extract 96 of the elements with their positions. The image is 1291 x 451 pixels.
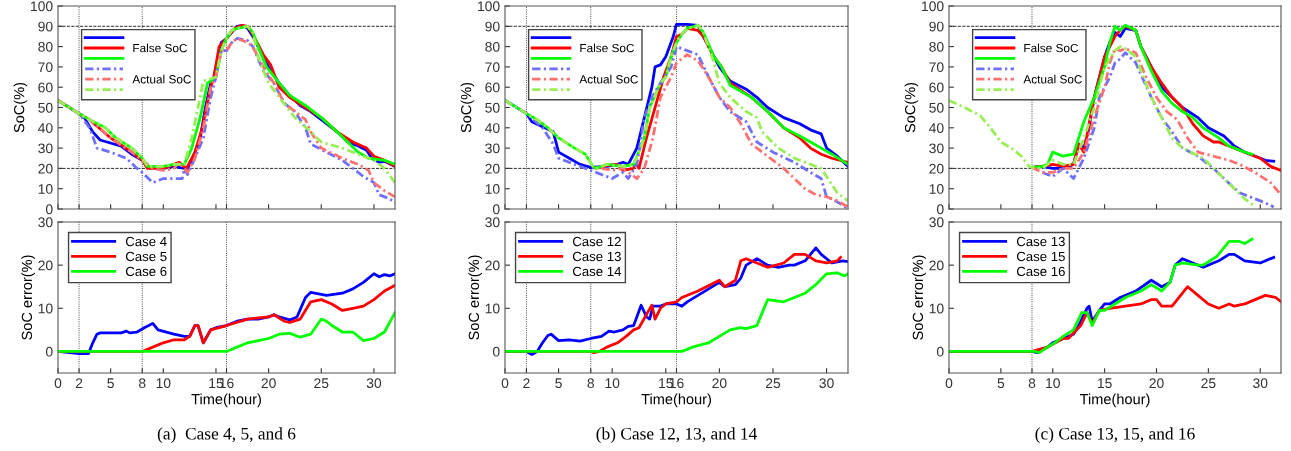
y-tick-label: 0 xyxy=(492,204,500,215)
y-axis-title: SoC(%) xyxy=(13,82,28,133)
y-tick-label: 60 xyxy=(929,82,944,93)
x-tick-label: 30 xyxy=(366,378,382,389)
x-tick-label: 2 xyxy=(523,378,530,388)
y-tick-label: 0 xyxy=(45,204,53,215)
legend-label: Case 13 xyxy=(572,251,621,262)
y-tick-label: 20 xyxy=(38,163,53,174)
y-tick-label: 80 xyxy=(38,41,53,52)
legend-label: Actual SoC xyxy=(1023,74,1082,84)
legend-label: Case 16 xyxy=(1016,266,1065,277)
y-tick-label: 20 xyxy=(929,163,944,174)
y-tick-label: 30 xyxy=(38,217,53,228)
y-tick-label: 10 xyxy=(38,303,53,314)
x-tick-label: 5 xyxy=(107,378,114,389)
y-tick-label: 0 xyxy=(936,346,944,357)
y-tick-label: 20 xyxy=(485,260,500,271)
y-tick-label: 80 xyxy=(485,41,500,52)
x-tick-label: 8 xyxy=(138,378,146,389)
text: (c) Case 13, 15, and 16 xyxy=(1035,427,1195,444)
legend-label: Actual SoC xyxy=(579,74,638,84)
legend-label: Case 13 xyxy=(1016,236,1065,247)
y-tick-label: 10 xyxy=(485,184,500,194)
legend-label: Case 15 xyxy=(1016,251,1065,262)
y-tick-label: 30 xyxy=(485,217,500,228)
x-tick-label: 20 xyxy=(261,378,276,389)
y-tick-label: 60 xyxy=(38,82,53,93)
y-tick-label: 90 xyxy=(38,21,53,32)
y-tick-label: 0 xyxy=(45,346,53,357)
y-axis-title: SoC error(%) xyxy=(912,255,926,340)
y-tick-label: 0 xyxy=(492,346,500,357)
y-tick-label: 10 xyxy=(38,184,53,194)
y-tick-label: 50 xyxy=(38,102,53,113)
y-axis-title: SoC error(%) xyxy=(21,255,35,340)
y-tick-label: 30 xyxy=(929,143,944,154)
x-tick-label: 25 xyxy=(1201,378,1216,389)
y-tick-label: 40 xyxy=(929,123,944,133)
x-tick-label: 0 xyxy=(501,378,509,389)
legend-label: Case 12 xyxy=(572,236,621,247)
y-tick-label: 30 xyxy=(929,217,944,228)
x-tick-label: 0 xyxy=(945,378,953,389)
y-tick-label: 40 xyxy=(38,123,53,133)
x-tick-label: 25 xyxy=(314,378,329,389)
y-tick-label: 50 xyxy=(929,102,944,113)
y-tick-label: 10 xyxy=(929,184,944,194)
y-tick-label: 70 xyxy=(38,62,53,73)
x-tick-label: 20 xyxy=(1149,378,1164,389)
y-tick-label: 70 xyxy=(929,62,944,73)
y-tick-label: 60 xyxy=(485,82,500,93)
x-tick-label: 8 xyxy=(1028,378,1036,389)
legend-label: Case 5 xyxy=(125,251,167,262)
y-tick-label: 20 xyxy=(929,260,944,271)
x-tick-label: 10 xyxy=(1046,378,1060,389)
y-tick-label: 70 xyxy=(485,62,500,73)
y-tick-label: 80 xyxy=(929,41,944,52)
legend-label: Case 6 xyxy=(125,266,167,277)
x-tick-label: 15 xyxy=(1097,378,1112,389)
x-tick-label: 0 xyxy=(54,378,62,389)
legend-label: Case 14 xyxy=(572,266,622,277)
y-tick-label: 30 xyxy=(38,143,53,154)
y-tick-label: 30 xyxy=(485,143,500,154)
y-tick-label: 20 xyxy=(38,260,53,271)
x-tick-label: 5 xyxy=(997,378,1005,389)
x-tick-label: 10 xyxy=(605,378,620,389)
legend-label: False SoC xyxy=(1024,43,1079,53)
x-tick-label: 25 xyxy=(765,378,781,389)
legend-label: False SoC xyxy=(580,43,635,53)
x-tick-label: 8 xyxy=(587,378,595,389)
y-tick-label: 100 xyxy=(478,1,500,12)
y-tick-label: 10 xyxy=(485,303,500,314)
y-tick-label: 100 xyxy=(31,1,53,12)
y-tick-label: 20 xyxy=(485,163,500,174)
x-tick-label: 10 xyxy=(156,378,171,389)
text: (b) Case 12, 13, and 14 xyxy=(596,427,757,444)
x-tick-label: 2 xyxy=(75,378,83,388)
y-tick-label: 10 xyxy=(929,303,944,314)
x-tick-label: 5 xyxy=(555,378,562,389)
x-axis-title: Time(hour) xyxy=(1079,393,1150,408)
y-tick-label: 0 xyxy=(936,204,944,215)
x-axis-title: Time(hour) xyxy=(641,393,711,408)
y-tick-label: 100 xyxy=(922,1,944,12)
legend-label: Case 4 xyxy=(125,236,167,247)
x-tick-label: 20 xyxy=(712,378,727,389)
x-tick-label: 30 xyxy=(1253,378,1268,389)
y-tick-label: 50 xyxy=(485,102,500,113)
legend-label: False SoC xyxy=(133,43,188,53)
legend-label: Actual SoC xyxy=(132,74,191,84)
y-axis-title: SoC(%) xyxy=(460,82,475,133)
x-axis-title: Time(hour) xyxy=(191,393,261,408)
y-axis-title: SoC error(%) xyxy=(468,255,482,340)
text: (a) Case 4, 5, and 6 xyxy=(157,427,296,444)
x-tick-label: 30 xyxy=(819,378,834,389)
y-tick-label: 90 xyxy=(485,21,500,32)
y-tick-label: 40 xyxy=(485,123,500,133)
y-axis-title: SoC(%) xyxy=(904,82,919,133)
y-tick-label: 90 xyxy=(929,21,944,32)
